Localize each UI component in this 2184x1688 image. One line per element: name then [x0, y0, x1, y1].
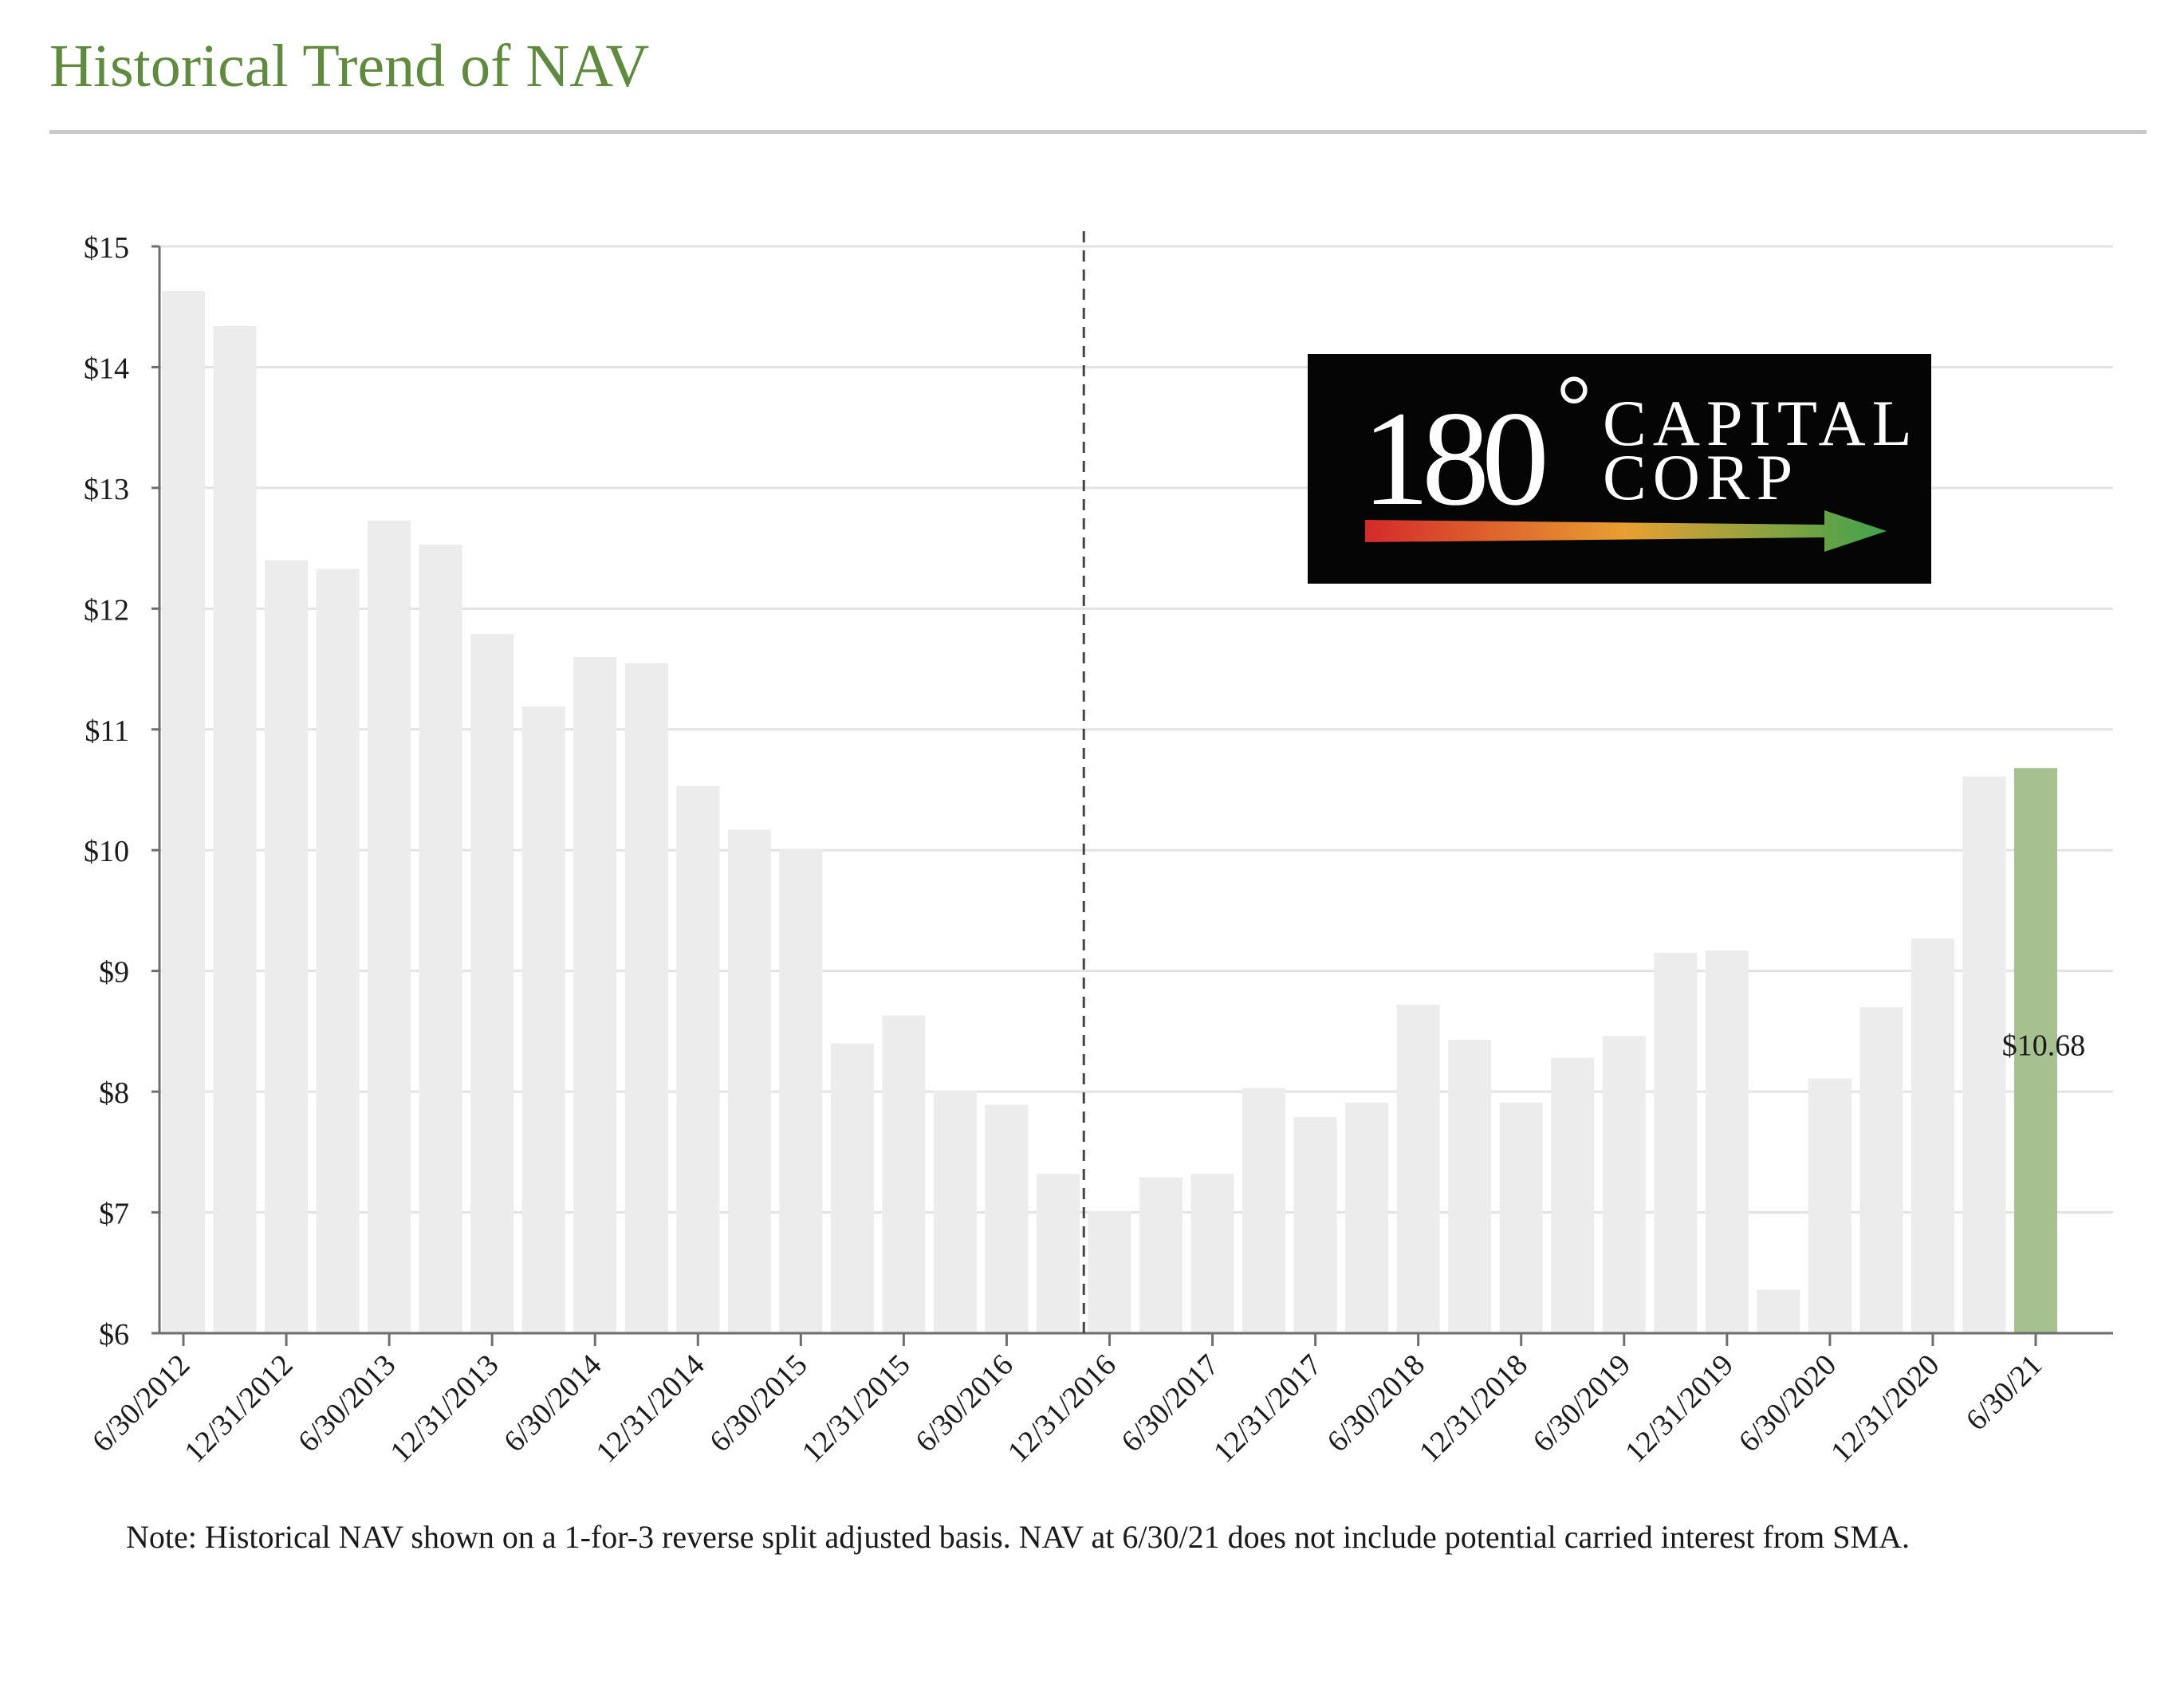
chart-data-labels: $10.68	[2002, 1029, 2086, 1063]
company-logo: 180 ° CAPITAL CORP	[1308, 354, 1931, 584]
page-title: Historical Trend of NAV	[49, 33, 650, 100]
x-tick-label: 12/31/2014	[590, 1348, 711, 1470]
x-tick-label: 6/30/2019	[1526, 1348, 1637, 1459]
y-tick-label: $6	[99, 1318, 129, 1352]
data-label: $10.68	[2002, 1029, 2086, 1063]
x-tick-label: 12/31/2012	[178, 1348, 299, 1470]
bar	[1859, 1007, 1903, 1333]
bar	[1499, 1102, 1543, 1333]
bar	[985, 1104, 1029, 1333]
y-tick-label: $7	[99, 1198, 129, 1231]
bar	[265, 560, 309, 1333]
x-tick-label: 12/31/2019	[1619, 1348, 1740, 1470]
bar	[419, 545, 462, 1333]
bar	[521, 706, 565, 1333]
bar	[573, 656, 617, 1333]
x-tick-label: 6/30/2014	[498, 1348, 608, 1459]
chart-axes	[158, 246, 2113, 1335]
y-tick-label: $10	[84, 835, 129, 868]
x-tick-label: 12/31/2018	[1413, 1348, 1534, 1470]
bar	[1654, 952, 1698, 1333]
logo-line1: CAPITAL	[1603, 387, 1918, 459]
y-axis-ticks: $6 $7 $8 $9 $10 $11 $12 $13 $14 $15	[84, 231, 159, 1352]
bar	[1705, 950, 1749, 1333]
bar	[2014, 768, 2057, 1333]
x-tick-label: 12/31/2017	[1207, 1348, 1328, 1470]
bar	[1962, 776, 2006, 1333]
x-tick-label: 6/30/2018	[1320, 1348, 1431, 1459]
x-tick-label: 12/31/2016	[1001, 1348, 1123, 1470]
y-tick-label: $13	[84, 473, 129, 506]
bar	[830, 1043, 874, 1333]
x-tick-label: 6/30/2015	[703, 1348, 814, 1459]
x-tick-label: 12/31/2015	[796, 1348, 917, 1470]
x-tick-label: 6/30/2016	[909, 1348, 1020, 1459]
x-tick-label: 6/30/2017	[1115, 1348, 1226, 1459]
bar	[933, 1090, 977, 1333]
bar	[162, 291, 205, 1334]
logo-number: 180	[1362, 384, 1545, 533]
bar	[1757, 1289, 1800, 1333]
title-divider	[49, 130, 2147, 134]
bar	[1551, 1057, 1595, 1333]
bar	[1808, 1078, 1851, 1333]
bar	[213, 325, 257, 1333]
bar	[779, 848, 823, 1333]
y-tick-label: $9	[99, 956, 129, 990]
bar	[727, 829, 771, 1333]
bar	[1345, 1102, 1389, 1333]
x-tick-label: 12/31/2013	[384, 1348, 505, 1470]
x-tick-label: 12/31/2020	[1824, 1348, 1946, 1470]
chart-bars	[162, 291, 2057, 1334]
y-tick-label: $11	[85, 714, 129, 748]
bar	[368, 520, 411, 1333]
bar	[1190, 1174, 1234, 1333]
bar	[882, 1015, 926, 1333]
bar	[676, 785, 720, 1333]
logo-arrow-icon	[1365, 510, 1887, 552]
logo-degree: °	[1556, 357, 1592, 454]
bar	[1139, 1177, 1183, 1333]
bar	[1242, 1088, 1286, 1333]
y-tick-label: $8	[99, 1076, 129, 1110]
bar	[624, 663, 668, 1333]
bar	[1602, 1036, 1646, 1333]
bar	[1293, 1116, 1337, 1333]
bar	[1448, 1039, 1492, 1333]
x-axis-ticks: 6/30/201212/31/20126/30/201312/31/20136/…	[86, 1333, 2049, 1470]
x-tick-label: 6/30/2020	[1733, 1348, 1844, 1459]
logo-line2: CORP	[1603, 441, 1799, 513]
y-tick-label: $12	[84, 593, 129, 627]
bar	[1036, 1174, 1080, 1333]
x-tick-label: 6/30/21	[1960, 1348, 2049, 1438]
bar	[470, 634, 514, 1333]
y-tick-label: $14	[84, 352, 129, 385]
bar	[1088, 1211, 1131, 1333]
bar	[316, 569, 360, 1333]
bar	[1396, 1005, 1440, 1333]
bar	[1911, 938, 1954, 1333]
x-tick-label: 6/30/2012	[86, 1348, 197, 1459]
y-tick-label: $15	[84, 231, 129, 265]
footnote: Note: Historical NAV shown on a 1-for-3 …	[126, 1519, 1910, 1555]
x-tick-label: 6/30/2013	[292, 1348, 403, 1459]
